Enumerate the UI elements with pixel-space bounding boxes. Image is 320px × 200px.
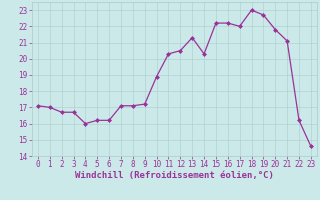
X-axis label: Windchill (Refroidissement éolien,°C): Windchill (Refroidissement éolien,°C) <box>75 171 274 180</box>
